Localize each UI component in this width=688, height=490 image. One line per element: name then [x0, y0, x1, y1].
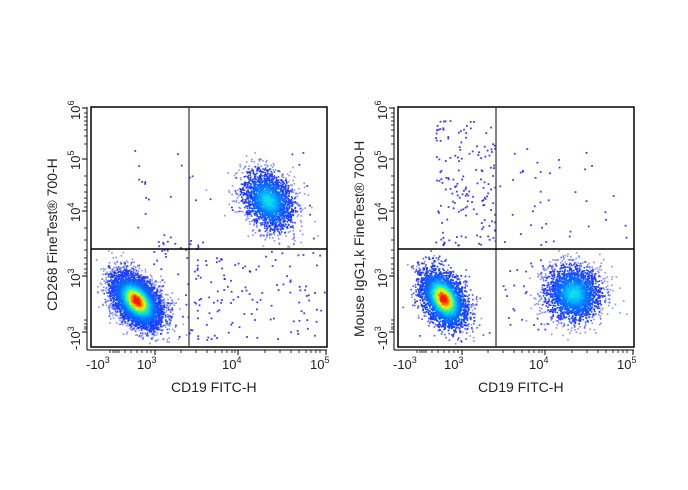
- y-tick-1e3: 103: [66, 268, 83, 288]
- y-tick-1e4: 104: [373, 202, 390, 222]
- x-tick-1e5: 105: [617, 355, 637, 372]
- y-tick-1e6: 106: [66, 100, 83, 120]
- axes: [82, 106, 328, 355]
- y-axis-label: CD268 FineTest® 700-H: [44, 158, 60, 311]
- scatter-plot-isotype: [389, 106, 635, 355]
- y-tick-1e5: 105: [373, 150, 390, 170]
- y-tick-neg1e3: -103: [66, 326, 83, 350]
- y-tick-1e3: 103: [373, 268, 390, 288]
- x-tick-neg1e3: -103: [86, 355, 110, 372]
- x-axis-label: CD19 FITC-H: [478, 379, 564, 395]
- axes: [389, 106, 635, 355]
- plot-panel-isotype: Mouse IgG1,k FineTest® 700-H CD19 FITC-H…: [307, 0, 651, 490]
- x-tick-neg1e3: -103: [393, 355, 417, 372]
- x-tick-1e4: 104: [529, 355, 549, 372]
- quadrant-gate: [398, 107, 634, 347]
- quadrant-gate: [91, 107, 327, 347]
- events: [95, 150, 326, 345]
- y-axis-label: Mouse IgG1,k FineTest® 700-H: [351, 140, 367, 337]
- x-tick-1e4: 104: [222, 355, 242, 372]
- y-tick-1e5: 105: [66, 150, 83, 170]
- x-tick-1e3: 103: [444, 355, 464, 372]
- scatter-plot-cd268: [82, 106, 328, 355]
- y-tick-neg1e3: -103: [373, 326, 390, 350]
- plot-panel-cd268: CD268 FineTest® 700-H CD19 FITC-H -103 1…: [44, 100, 330, 395]
- y-tick-1e6: 106: [373, 100, 390, 120]
- y-tick-1e4: 104: [66, 202, 83, 222]
- events: [402, 120, 628, 345]
- x-axis-label: CD19 FITC-H: [171, 379, 257, 395]
- x-tick-1e3: 103: [137, 355, 157, 372]
- x-tick-1e5: 105: [310, 355, 330, 372]
